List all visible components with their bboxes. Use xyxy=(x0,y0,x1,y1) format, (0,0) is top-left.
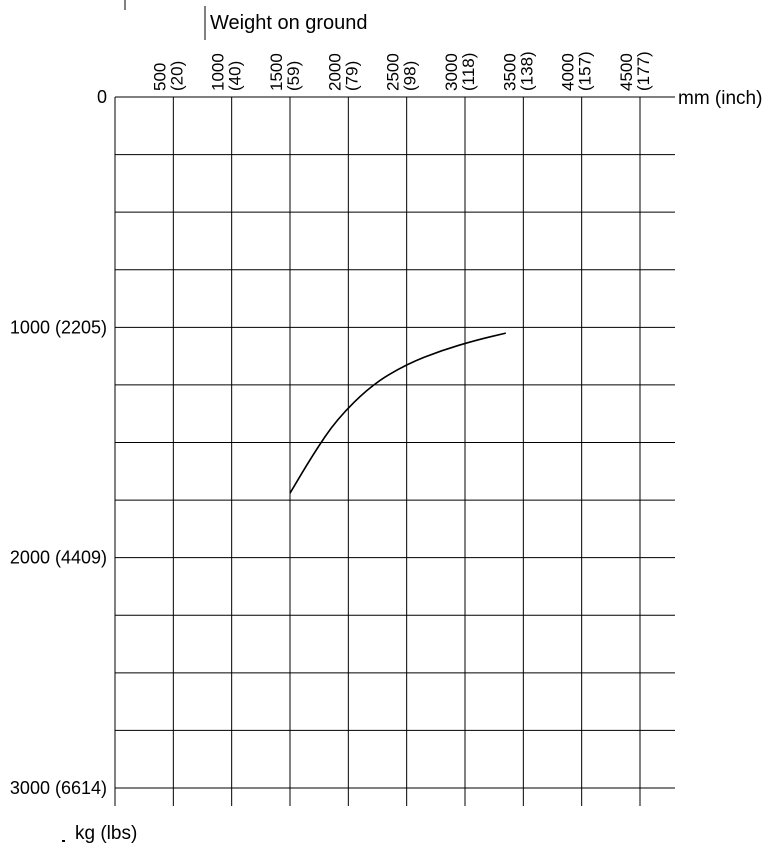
x-tick-label: 1500(59) xyxy=(267,53,303,91)
y-tick-label: 3000 (6614) xyxy=(10,778,107,798)
series-layer xyxy=(289,332,507,494)
x-tick-label: 1000(40) xyxy=(209,53,245,91)
corner-mark xyxy=(62,840,65,842)
y-tick-label: 1000 (2205) xyxy=(10,317,107,337)
x-tick-label: 2000(79) xyxy=(325,53,361,91)
x-tick-label: 2500(98) xyxy=(384,53,420,91)
x-tick-imperial: (118) xyxy=(459,53,478,91)
x-tick-label: 4000(157) xyxy=(559,51,595,91)
x-tick-label: 500(20) xyxy=(150,61,186,91)
x-tick-value: 4000 xyxy=(559,53,578,91)
x-tick-value: 3500 xyxy=(500,53,519,91)
y-tick-labels: 0 1000 (2205) 2000 (4409) 3000 (6614) xyxy=(10,87,107,798)
x-tick-label: 3000(118) xyxy=(442,53,478,91)
x-tick-label: 3500(138) xyxy=(500,51,536,91)
x-tick-imperial: (98) xyxy=(401,61,420,91)
x-tick-value: 2000 xyxy=(325,53,344,91)
x-axis-label: mm (inch) xyxy=(678,88,762,109)
series-line xyxy=(289,332,507,494)
x-tick-imperial: (59) xyxy=(284,61,303,91)
y-axis-label: kg (lbs) xyxy=(75,823,137,844)
x-tick-imperial: (138) xyxy=(517,51,536,91)
x-tick-labels: 500(20) 1000(40) 1500(59) 2000(79) 2500(98) 3… xyxy=(150,51,653,91)
x-tick-imperial: (177) xyxy=(634,51,653,91)
x-tick-imperial: (157) xyxy=(576,51,595,91)
x-tick-value: 3000 xyxy=(442,53,461,91)
x-tick-value: 500 xyxy=(150,63,169,91)
x-tick-value: 2500 xyxy=(384,53,403,91)
x-tick-label: 4500(177) xyxy=(617,51,653,91)
y-tick-label: 0 xyxy=(97,87,107,107)
x-tick-value: 1000 xyxy=(209,53,228,91)
grid xyxy=(114,96,675,806)
x-tick-value: 1500 xyxy=(267,53,286,91)
y-tick-label: 2000 (4409) xyxy=(10,548,107,568)
x-tick-imperial: (40) xyxy=(226,61,245,91)
x-tick-imperial: (20) xyxy=(167,61,186,91)
chart-title: Weight on ground xyxy=(210,12,368,34)
x-tick-imperial: (79) xyxy=(342,61,361,91)
x-tick-value: 4500 xyxy=(617,53,636,91)
